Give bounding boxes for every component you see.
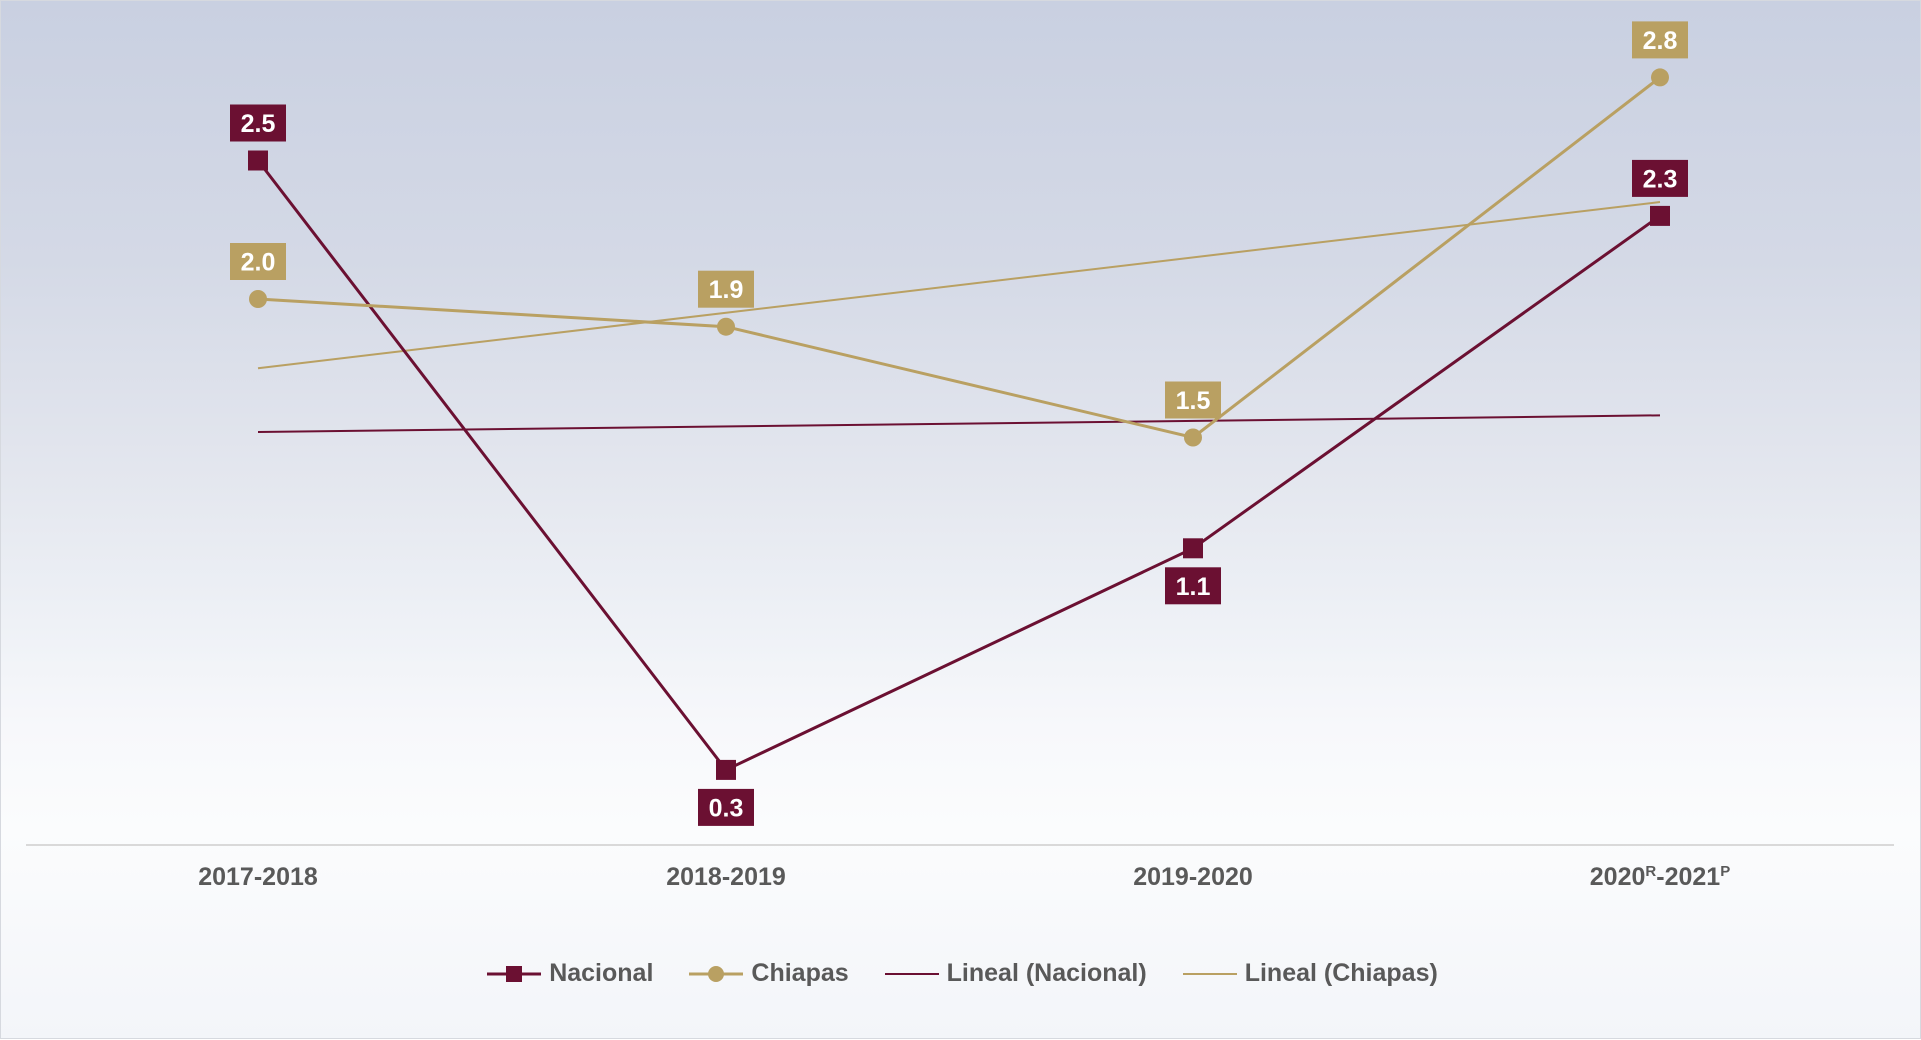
series-line-nacional [256, 159, 1661, 772]
legend-trendline-chiapas-icon [1182, 972, 1237, 975]
data-label-box-chiapas [1632, 21, 1688, 59]
x-tick-label: 2017-2018 [198, 863, 318, 891]
legend-item-lineal-nacional: Lineal (Nacional) [883, 959, 1147, 988]
x-tick-layer: 2017-2018 2018-2019 2019-2020 2020R-2021P [198, 863, 1730, 891]
legend-item-chiapas: Chiapas [687, 959, 849, 988]
trendline-nacional [257, 414, 1661, 433]
x-tick-label: 2019-2020 [1133, 863, 1253, 891]
legend-label-lineal-nacional: Lineal (Nacional) [946, 959, 1147, 987]
data-label-box-nacional [1165, 567, 1221, 605]
legend-label-chiapas: Chiapas [751, 959, 849, 987]
data-label-layer: 2.5 0.3 1.1 2.3 2.0 1.9 1.5 2.8 [230, 21, 1688, 826]
data-label-nacional: 2.3 [1643, 165, 1678, 193]
data-point-chiapas [1651, 68, 1669, 87]
data-label-chiapas: 1.5 [1176, 387, 1211, 415]
data-label-box-chiapas [698, 270, 754, 308]
legend-square-marker-icon [487, 965, 542, 982]
series-line-chiapas [257, 76, 1661, 440]
legend-label-lineal-chiapas: Lineal (Chiapas) [1244, 959, 1438, 987]
data-point-nacional [716, 759, 736, 780]
data-label-nacional: 0.3 [709, 794, 744, 822]
data-label-box-chiapas [230, 243, 286, 280]
legend-item-lineal-chiapas: Lineal (Chiapas) [1181, 959, 1438, 988]
data-point-chiapas [717, 317, 735, 336]
trendline-layer [257, 201, 1661, 433]
data-label-chiapas: 1.9 [709, 276, 744, 304]
legend-item-nacional: Nacional [485, 959, 653, 988]
data-label-box-nacional [1632, 159, 1688, 197]
data-label-box-nacional [230, 104, 286, 142]
data-point-nacional [248, 150, 268, 171]
data-point-nacional [1650, 205, 1670, 226]
x-tick-label: 2018-2019 [666, 863, 786, 891]
data-label-box-nacional [698, 788, 754, 826]
data-point-chiapas [1184, 428, 1202, 447]
data-label-chiapas: 2.0 [241, 249, 276, 277]
data-point-chiapas [249, 290, 267, 308]
data-point-nacional [1183, 538, 1203, 559]
data-label-nacional: 1.1 [1176, 573, 1211, 601]
series-layer [248, 68, 1670, 780]
legend-circle-marker-icon [689, 965, 744, 982]
legend-trendline-nacional-icon [884, 972, 939, 975]
x-tick-label: 2020R-2021P [1590, 863, 1730, 891]
legend: Nacional Chiapas Lineal (Nacional) Linea… [1, 959, 1921, 988]
trendline-chiapas [257, 201, 1661, 370]
legend-label-nacional: Nacional [549, 959, 654, 987]
data-label-chiapas: 2.8 [1643, 27, 1678, 55]
data-label-box-chiapas [1165, 381, 1221, 419]
data-label-nacional: 2.5 [241, 110, 276, 138]
